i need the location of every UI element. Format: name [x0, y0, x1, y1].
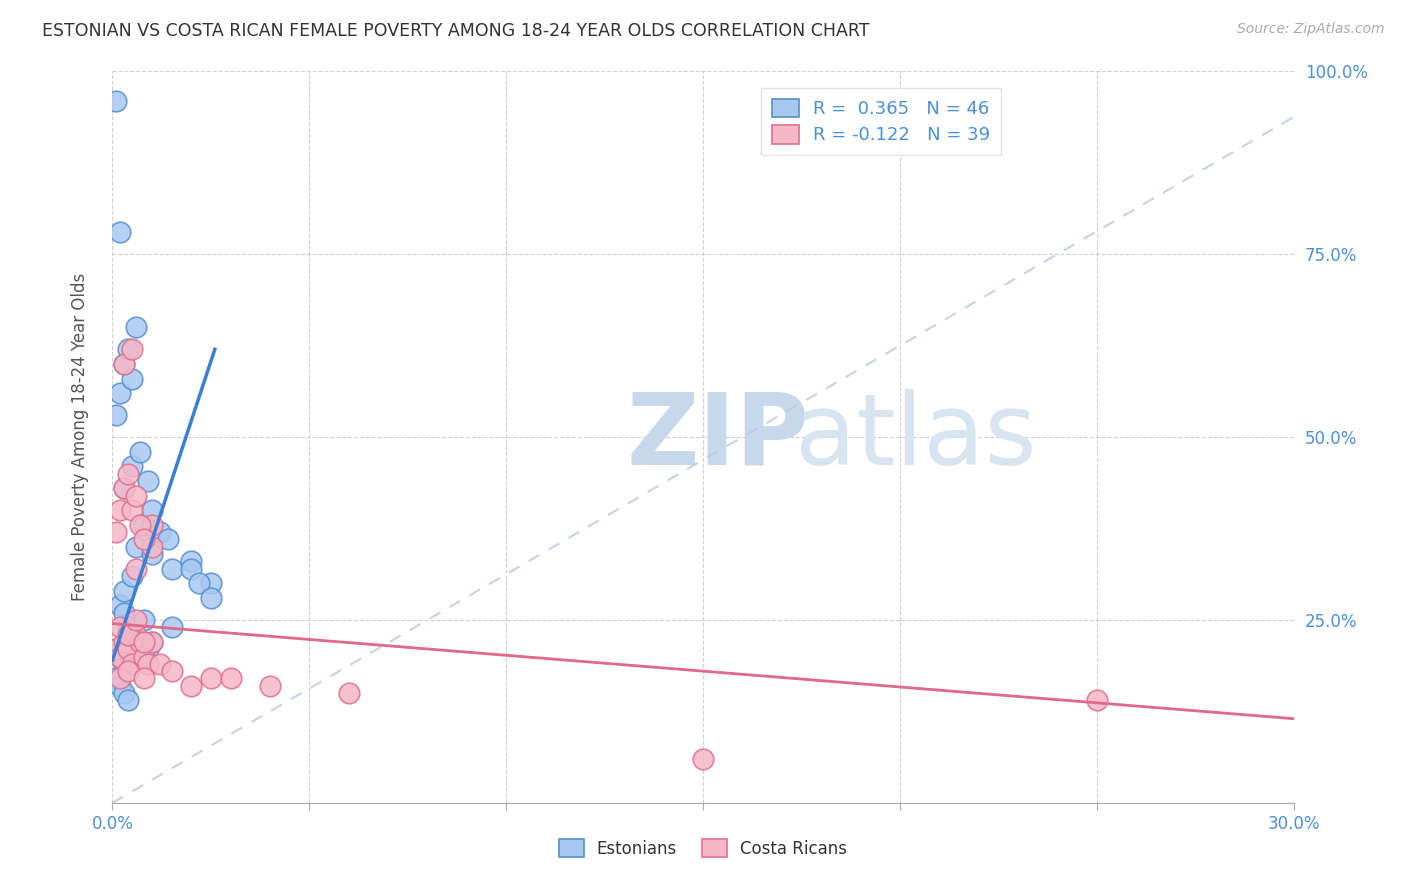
Point: [105, 642, 128, 657]
Point: [129, 635, 152, 649]
Point: [200, 672, 222, 686]
Point: [117, 693, 139, 707]
Point: [125, 649, 148, 664]
Point: [105, 408, 128, 422]
Point: [117, 642, 139, 657]
Point: [112, 583, 135, 598]
Point: [105, 94, 128, 108]
Point: [117, 627, 139, 641]
Text: ESTONIAN VS COSTA RICAN FEMALE POVERTY AMONG 18-24 YEAR OLDS CORRELATION CHART: ESTONIAN VS COSTA RICAN FEMALE POVERTY A…: [42, 22, 870, 40]
Point: [110, 679, 132, 693]
Point: [200, 576, 222, 591]
Point: [112, 481, 135, 495]
Point: [110, 599, 132, 613]
Point: [112, 635, 135, 649]
Point: [132, 533, 155, 547]
Point: [112, 357, 135, 371]
Point: [141, 635, 163, 649]
Point: [129, 444, 152, 458]
Point: [112, 657, 135, 671]
Point: [105, 642, 128, 657]
Point: [117, 620, 139, 634]
Point: [160, 664, 183, 678]
Point: [112, 606, 135, 620]
Text: Source: ZipAtlas.com: Source: ZipAtlas.com: [1237, 22, 1385, 37]
Point: [125, 613, 148, 627]
Point: [105, 672, 128, 686]
Point: [125, 489, 148, 503]
Point: [141, 547, 163, 561]
Legend: Estonians, Costa Ricans: Estonians, Costa Ricans: [548, 830, 858, 868]
Point: [219, 672, 242, 686]
Y-axis label: Female Poverty Among 18-24 Year Olds: Female Poverty Among 18-24 Year Olds: [70, 273, 89, 601]
Point: [132, 672, 155, 686]
Point: [117, 467, 139, 481]
Point: [121, 459, 143, 474]
Point: [110, 649, 132, 664]
Point: [117, 664, 139, 678]
Point: [1085, 693, 1108, 707]
Point: [692, 752, 714, 766]
Point: [112, 357, 135, 371]
Point: [160, 562, 183, 576]
Point: [112, 686, 135, 700]
Point: [259, 679, 281, 693]
Point: [132, 649, 155, 664]
Point: [132, 635, 155, 649]
Point: [188, 576, 211, 591]
Point: [180, 679, 202, 693]
Point: [121, 569, 143, 583]
Point: [141, 635, 163, 649]
Point: [125, 320, 148, 334]
Point: [149, 525, 172, 540]
Point: [129, 517, 152, 532]
Point: [132, 517, 155, 532]
Point: [125, 562, 148, 576]
Point: [117, 635, 139, 649]
Point: [200, 591, 222, 605]
Point: [141, 503, 163, 517]
Point: [132, 649, 155, 664]
Point: [129, 635, 152, 649]
Point: [141, 517, 163, 532]
Point: [136, 642, 159, 657]
Point: [125, 627, 148, 641]
Text: atlas: atlas: [796, 389, 1036, 485]
Point: [121, 371, 143, 385]
Point: [156, 533, 179, 547]
Point: [110, 672, 132, 686]
Point: [136, 657, 159, 671]
Point: [136, 474, 159, 488]
Point: [105, 525, 128, 540]
Point: [110, 503, 132, 517]
Point: [121, 627, 143, 641]
Point: [110, 649, 132, 664]
Point: [141, 540, 163, 554]
Point: [180, 554, 202, 568]
Point: [117, 343, 139, 357]
Point: [149, 657, 172, 671]
Point: [121, 642, 143, 657]
Text: ZIP: ZIP: [626, 389, 808, 485]
Point: [110, 620, 132, 634]
Point: [110, 225, 132, 239]
Point: [110, 386, 132, 401]
Point: [132, 613, 155, 627]
Point: [160, 620, 183, 634]
Point: [337, 686, 360, 700]
Point: [180, 562, 202, 576]
Point: [125, 540, 148, 554]
Point: [121, 503, 143, 517]
Point: [112, 481, 135, 495]
Point: [121, 343, 143, 357]
Point: [121, 657, 143, 671]
